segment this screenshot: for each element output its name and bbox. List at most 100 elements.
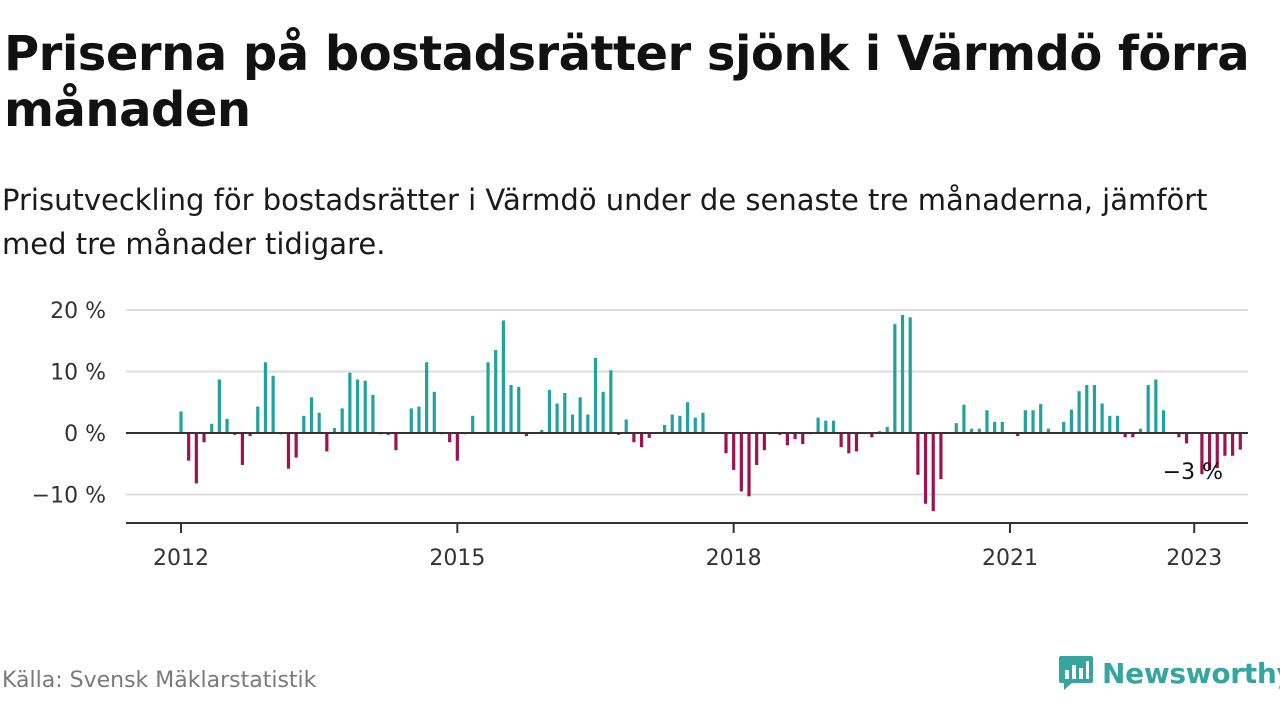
bar bbox=[701, 412, 705, 433]
bar bbox=[639, 433, 644, 448]
bar bbox=[1131, 433, 1135, 438]
bar bbox=[908, 317, 912, 433]
bar bbox=[1046, 428, 1050, 433]
bars bbox=[179, 314, 1242, 512]
bar bbox=[1100, 403, 1104, 433]
x-tick-label: 2023 bbox=[1166, 546, 1222, 571]
y-axis-ticks: −10 % 0 % 10 % 20 % bbox=[32, 299, 106, 509]
annotation: −3 % bbox=[1163, 460, 1223, 485]
bar bbox=[455, 433, 459, 461]
bar bbox=[194, 433, 198, 484]
bar bbox=[586, 414, 590, 433]
bar bbox=[831, 420, 836, 433]
bar bbox=[1146, 385, 1150, 433]
bar bbox=[1231, 433, 1235, 456]
bar bbox=[1000, 421, 1004, 433]
bar-chart: −10 % 0 % 10 % 20 % 2012 2015 2018 2021 2023 −3… bbox=[32, 299, 1248, 571]
bar bbox=[578, 397, 582, 433]
y-tick-label: 20 % bbox=[50, 299, 106, 324]
bar bbox=[993, 421, 997, 433]
bar bbox=[985, 410, 989, 434]
bar bbox=[1161, 410, 1166, 434]
bar bbox=[425, 362, 429, 433]
bar bbox=[409, 408, 413, 433]
bar bbox=[1115, 415, 1120, 433]
brand-name: Newsworthy bbox=[1102, 656, 1280, 690]
bar bbox=[870, 433, 874, 438]
bar bbox=[570, 414, 575, 433]
bar bbox=[1207, 433, 1212, 470]
bar bbox=[1069, 409, 1074, 433]
bar bbox=[1062, 421, 1066, 433]
bar bbox=[432, 391, 436, 434]
bar bbox=[1238, 433, 1242, 450]
bar bbox=[939, 433, 943, 480]
bar bbox=[931, 433, 935, 512]
bar bbox=[417, 406, 421, 434]
bar bbox=[593, 357, 598, 433]
bar bbox=[286, 433, 291, 469]
bar bbox=[263, 362, 268, 433]
source-note: Källa: Svensk Mäklarstatistik bbox=[2, 668, 317, 693]
bar bbox=[256, 406, 260, 434]
bar bbox=[1177, 433, 1181, 438]
bar bbox=[1039, 404, 1043, 434]
bar bbox=[501, 320, 505, 433]
bar bbox=[609, 370, 613, 433]
bar bbox=[747, 433, 751, 497]
bar bbox=[317, 412, 321, 433]
bar bbox=[970, 428, 974, 433]
bar bbox=[1108, 415, 1112, 433]
bar bbox=[517, 386, 521, 434]
bar bbox=[624, 419, 628, 433]
bar bbox=[202, 433, 206, 443]
bar bbox=[793, 433, 797, 440]
bar bbox=[210, 423, 214, 433]
bar bbox=[1031, 410, 1035, 434]
bar bbox=[448, 433, 452, 443]
bar bbox=[394, 433, 398, 451]
bar bbox=[839, 433, 843, 448]
bar bbox=[900, 314, 905, 433]
bar bbox=[601, 391, 605, 434]
bar bbox=[662, 425, 667, 433]
bar bbox=[854, 433, 859, 452]
bar bbox=[732, 433, 736, 470]
bar bbox=[509, 385, 513, 433]
bar bbox=[540, 429, 544, 434]
bar bbox=[555, 403, 559, 433]
bar bbox=[1016, 433, 1020, 437]
bar bbox=[179, 411, 183, 434]
bar bbox=[309, 397, 314, 433]
newsworthy-logo[interactable]: Newsworthy bbox=[1058, 654, 1280, 692]
bar bbox=[187, 433, 191, 461]
x-tick-label: 2012 bbox=[153, 546, 209, 571]
bar bbox=[217, 379, 221, 433]
x-axis-ticks: 2012 2015 2018 2021 2023 bbox=[153, 523, 1222, 571]
bar bbox=[1123, 433, 1127, 438]
x-tick-label: 2018 bbox=[706, 546, 762, 571]
bar bbox=[893, 324, 897, 433]
bar bbox=[785, 433, 789, 446]
x-tick-label: 2015 bbox=[429, 546, 485, 571]
bar bbox=[1023, 410, 1027, 434]
bar bbox=[363, 380, 367, 434]
bar bbox=[524, 433, 529, 437]
bar bbox=[962, 404, 966, 433]
bar bbox=[1092, 385, 1097, 433]
bar bbox=[755, 433, 759, 465]
bar bbox=[1085, 385, 1089, 433]
bar bbox=[801, 433, 805, 445]
chart-title: Priserna på bostadsrätter sjönk i Värmdö… bbox=[4, 26, 1250, 138]
bar bbox=[762, 433, 766, 451]
bar bbox=[923, 433, 928, 504]
bar bbox=[724, 433, 728, 454]
y-tick-label: 10 % bbox=[50, 361, 106, 386]
bar bbox=[977, 428, 981, 433]
bar bbox=[563, 393, 567, 433]
bar bbox=[647, 433, 651, 438]
chart-subtitle: Prisutveckling för bostadsrätter i Värmd… bbox=[2, 183, 1208, 261]
bar bbox=[248, 433, 252, 437]
bar bbox=[686, 402, 690, 433]
bar bbox=[816, 417, 820, 434]
